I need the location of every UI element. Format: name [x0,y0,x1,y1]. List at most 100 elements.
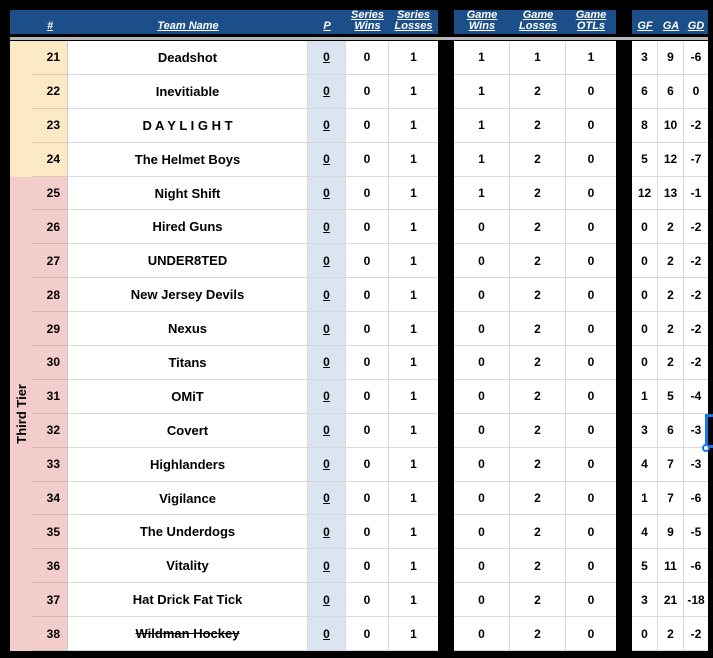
series-losses-cell[interactable]: 1 [389,312,438,347]
game-wins-cell[interactable]: 1 [454,176,510,211]
series-losses-cell[interactable]: 1 [389,176,438,211]
series-losses-cell[interactable]: 1 [389,617,438,652]
game-losses-cell[interactable]: 2 [510,278,566,313]
points-link-cell[interactable]: 0 [308,108,346,143]
goals-against-cell[interactable]: 6 [658,413,684,448]
game-otls-cell[interactable]: 0 [566,210,616,245]
game-losses-cell[interactable]: 2 [510,583,566,618]
rank-cell[interactable]: 28 [32,278,68,313]
team-name-cell[interactable]: D A Y L I G H T [68,108,308,143]
game-otls-cell[interactable]: 0 [566,74,616,109]
series-losses-cell[interactable]: 1 [389,583,438,618]
rank-cell[interactable]: 36 [32,549,68,584]
goal-diff-cell[interactable]: -3 [684,413,708,448]
game-losses-cell[interactable]: 2 [510,413,566,448]
game-otls-cell[interactable]: 0 [566,447,616,482]
goal-diff-cell[interactable]: -2 [684,346,708,380]
goals-for-cell[interactable]: 3 [632,583,658,618]
goals-for-cell[interactable]: 1 [632,481,658,516]
rank-cell[interactable]: 29 [32,312,68,347]
team-name-cell[interactable]: Hired Guns [68,210,308,245]
series-losses-cell[interactable]: 1 [389,515,438,550]
points-link-cell[interactable]: 0 [308,346,346,380]
rank-cell[interactable]: 23 [32,108,68,143]
goals-for-cell[interactable]: 0 [632,278,658,313]
team-name-cell[interactable]: Highlanders [68,447,308,482]
rank-cell[interactable]: 22 [32,74,68,109]
points-link-cell[interactable]: 0 [308,583,346,618]
game-losses-cell[interactable]: 2 [510,108,566,143]
series-wins-cell[interactable]: 0 [346,244,389,279]
game-wins-cell[interactable]: 1 [454,108,510,143]
goals-for-cell[interactable]: 12 [632,176,658,211]
goals-against-cell[interactable]: 2 [658,278,684,313]
goals-for-cell[interactable]: 0 [632,617,658,652]
points-link-cell[interactable]: 0 [308,142,346,177]
game-losses-cell[interactable]: 2 [510,210,566,245]
team-name-cell[interactable]: Vigilance [68,481,308,516]
goals-against-cell[interactable]: 2 [658,312,684,347]
team-name-cell[interactable]: Deadshot [68,41,308,75]
team-name-cell[interactable]: The Helmet Boys [68,142,308,177]
series-wins-cell[interactable]: 0 [346,549,389,584]
goals-for-cell[interactable]: 3 [632,41,658,75]
game-otls-cell[interactable]: 0 [566,312,616,347]
goals-for-cell[interactable]: 4 [632,515,658,550]
rank-cell[interactable]: 34 [32,481,68,516]
game-otls-cell[interactable]: 0 [566,278,616,313]
team-name-cell[interactable]: Hat Drick Fat Tick [68,583,308,618]
goals-for-cell[interactable]: 1 [632,379,658,414]
game-wins-cell[interactable]: 0 [454,244,510,279]
goals-for-cell[interactable]: 0 [632,346,658,380]
series-wins-cell[interactable]: 0 [346,515,389,550]
series-losses-cell[interactable]: 1 [389,447,438,482]
points-link-cell[interactable]: 0 [308,549,346,584]
goal-diff-cell[interactable]: -6 [684,549,708,584]
rank-cell[interactable]: 33 [32,447,68,482]
series-losses-cell[interactable]: 1 [389,244,438,279]
game-wins-cell[interactable]: 1 [454,142,510,177]
team-name-cell[interactable]: New Jersey Devils [68,278,308,313]
goal-diff-cell[interactable]: 0 [684,74,708,109]
game-wins-cell[interactable]: 0 [454,210,510,245]
points-link-cell[interactable]: 0 [308,617,346,652]
rank-cell[interactable]: 21 [32,41,68,75]
goal-diff-cell[interactable]: -7 [684,142,708,177]
points-link-cell[interactable]: 0 [308,312,346,347]
game-otls-cell[interactable]: 0 [566,617,616,652]
goals-against-cell[interactable]: 2 [658,210,684,245]
series-wins-cell[interactable]: 0 [346,617,389,652]
team-name-cell[interactable]: Titans [68,346,308,380]
goals-for-cell[interactable]: 4 [632,447,658,482]
goal-diff-cell[interactable]: -18 [684,583,708,618]
points-link-cell[interactable]: 0 [308,447,346,482]
game-wins-cell[interactable]: 0 [454,278,510,313]
series-wins-cell[interactable]: 0 [346,74,389,109]
points-link-cell[interactable]: 0 [308,481,346,516]
series-wins-cell[interactable]: 0 [346,583,389,618]
game-otls-cell[interactable]: 0 [566,176,616,211]
points-link-cell[interactable]: 0 [308,379,346,414]
points-link-cell[interactable]: 0 [308,278,346,313]
goal-diff-cell[interactable]: -6 [684,41,708,75]
goal-diff-cell[interactable]: -2 [684,244,708,279]
rank-cell[interactable]: 27 [32,244,68,279]
goal-diff-cell[interactable]: -2 [684,617,708,652]
goals-against-cell[interactable]: 21 [658,583,684,618]
points-link-cell[interactable]: 0 [308,41,346,75]
goals-against-cell[interactable]: 2 [658,244,684,279]
game-losses-cell[interactable]: 2 [510,176,566,211]
goals-for-cell[interactable]: 8 [632,108,658,143]
game-losses-cell[interactable]: 1 [510,41,566,75]
goal-diff-cell[interactable]: -5 [684,515,708,550]
series-losses-cell[interactable]: 1 [389,74,438,109]
cell-selection-border[interactable] [705,414,713,448]
series-wins-cell[interactable]: 0 [346,447,389,482]
game-otls-cell[interactable]: 0 [566,515,616,550]
team-name-cell[interactable]: The Underdogs [68,515,308,550]
goals-against-cell[interactable]: 13 [658,176,684,211]
series-losses-cell[interactable]: 1 [389,278,438,313]
series-losses-cell[interactable]: 1 [389,413,438,448]
points-link-cell[interactable]: 0 [308,74,346,109]
game-losses-cell[interactable]: 2 [510,379,566,414]
